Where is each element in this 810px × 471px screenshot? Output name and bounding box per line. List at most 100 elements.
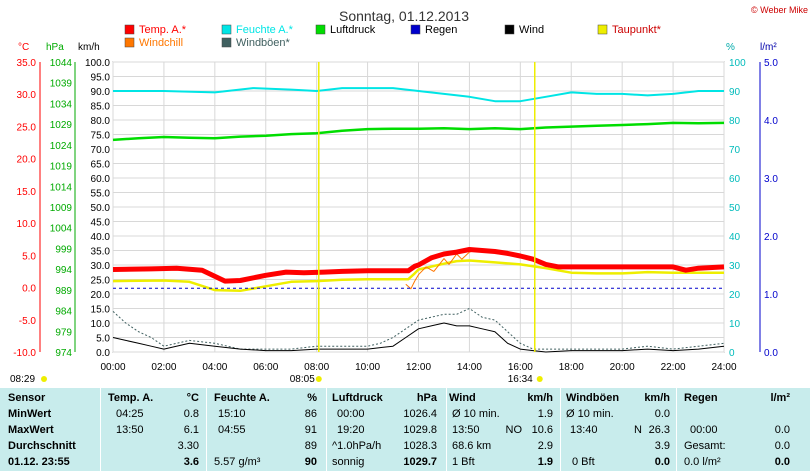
gusts-avg: 3.9 <box>654 440 670 452</box>
wind-tick-label: 70.0 <box>91 145 111 156</box>
axis-labels: °C hPa km/h % l/m² <box>18 42 777 53</box>
pressure-tick-label: 979 <box>55 327 72 338</box>
humidity-min-time: 15:10 <box>218 408 246 420</box>
left-sun-icon <box>41 376 47 382</box>
sunrise-time: 08:05 <box>290 374 315 385</box>
gusts-max-dir: N <box>634 424 642 436</box>
wind-beaufort: 1 Bft <box>452 456 475 468</box>
wind-avg-label: Ø 10 min. <box>452 408 500 420</box>
wind-max: 10.6 <box>531 424 553 436</box>
wind-tick-label: 100.0 <box>85 58 110 69</box>
x-tick-label: 08:00 <box>304 362 329 373</box>
wind-tick-label: 10.0 <box>91 319 111 330</box>
x-tick-label: 24:00 <box>711 362 736 373</box>
rain-tick-label: 5.0 <box>764 58 778 69</box>
rain-tick-label: 1.0 <box>764 290 778 301</box>
pressure-max-time: 19:20 <box>337 424 365 436</box>
wind-tick-label: 20.0 <box>91 290 111 301</box>
legend-swatch <box>410 24 421 35</box>
temp-tick-label: -10.0 <box>13 348 36 359</box>
legend-swatch <box>504 24 515 35</box>
temp-tick-label: 15.0 <box>17 187 37 198</box>
column-divider <box>560 388 561 471</box>
x-tick-label: 20:00 <box>610 362 635 373</box>
rain-total-label: Gesamt: <box>684 440 726 452</box>
rain-total: 0.0 <box>774 440 790 452</box>
sunrise-icon <box>315 376 322 382</box>
chart-title: Sonntag, 01.12.2013 <box>339 8 469 24</box>
humidity-absolute: 5.57 g/m³ <box>214 456 261 468</box>
legend-label: Regen <box>425 24 457 36</box>
wind-tick-label: 0.0 <box>96 348 110 359</box>
temp-max: 6.1 <box>183 424 199 436</box>
wind-tick-label: 15.0 <box>91 305 111 316</box>
current-datetime: 01.12. 23:55 <box>8 456 70 468</box>
temp-unit: °C <box>186 392 199 404</box>
pressure-tick-label: 984 <box>55 307 72 318</box>
wind-tick-label: 30.0 <box>91 261 111 272</box>
temp-min: 0.8 <box>183 408 199 420</box>
column-divider <box>206 388 207 471</box>
series-taupunkt <box>112 259 724 293</box>
humidity-tick-label: 90 <box>729 87 741 98</box>
pressure-avg: 1028.3 <box>403 440 437 452</box>
wind-max-time: 13:50 <box>452 424 480 436</box>
rain-axis-unit: l/m² <box>760 42 777 53</box>
legend-label: Feuchte A.* <box>236 24 294 36</box>
temp-avg: 3.30 <box>177 440 199 452</box>
humidity-tick-label: 0 <box>729 348 735 359</box>
column-divider <box>446 388 447 471</box>
pressure-tick-label: 974 <box>55 348 72 359</box>
wind-tick-label: 40.0 <box>91 232 111 243</box>
series-temp-a <box>112 247 725 284</box>
legend-swatch <box>315 24 326 35</box>
x-tick-label: 00:00 <box>100 362 125 373</box>
humidity-tick-label: 80 <box>729 116 741 127</box>
pressure-tick-label: 989 <box>55 286 72 297</box>
x-tick-label: 18:00 <box>559 362 584 373</box>
humidity-axis-unit: % <box>726 42 735 53</box>
wind-tick-label: 85.0 <box>91 102 111 113</box>
sunset-icon <box>536 376 543 382</box>
gusts-avg-label: Ø 10 min. <box>566 408 614 420</box>
gusts-max: 26.3 <box>648 424 670 436</box>
rain-tick-label: 3.0 <box>764 174 778 185</box>
gusts-max-time: 13:40 <box>570 424 598 436</box>
left-time: 08:29 <box>10 374 35 385</box>
column-divider <box>326 388 327 471</box>
pressure-tick-label: 1044 <box>50 58 73 69</box>
humidity-tick-label: 100 <box>729 58 746 69</box>
x-tick-label: 02:00 <box>151 362 176 373</box>
pressure-min: 1026.4 <box>403 408 437 420</box>
temp-now: 3.6 <box>183 456 199 468</box>
legend-swatch <box>221 37 232 48</box>
humidity-tick-label: 70 <box>729 145 741 156</box>
rain-last-hour: 0.0 l/m² <box>684 456 721 468</box>
temp-tick-label: 5.0 <box>22 251 36 262</box>
rain-unit: l/m² <box>770 392 790 404</box>
humidity-now: 90 <box>304 456 317 468</box>
legend-label: Luftdruck <box>330 24 376 36</box>
legend-label: Taupunkt* <box>612 24 662 36</box>
wind-tick-label: 80.0 <box>91 116 111 127</box>
gusts-header: Windböen <box>566 392 620 404</box>
grid <box>112 61 725 353</box>
wind-tick-label: 50.0 <box>91 203 111 214</box>
pressure-header: Luftdruck <box>332 392 383 404</box>
wind-tick-label: 35.0 <box>91 247 111 258</box>
humidity-max-time: 04:55 <box>218 424 246 436</box>
series-wind <box>112 322 725 353</box>
rain-now: 0.0 <box>774 456 790 468</box>
sun-markers: 08:05 16:34 08:29 <box>10 62 543 385</box>
pressure-tick-label: 1014 <box>50 182 73 193</box>
pressure-tick-label: 1034 <box>50 99 73 110</box>
pressure-tick-label: 994 <box>55 265 72 276</box>
x-tick-label: 10:00 <box>355 362 380 373</box>
wind-max-dir: NO <box>505 424 523 436</box>
humidity-tick-label: 20 <box>729 290 741 301</box>
wind-tick-label: 95.0 <box>91 73 111 84</box>
weather-forecast: sonnig <box>332 456 365 468</box>
sunset-time: 16:34 <box>508 374 533 385</box>
x-tick-label: 06:00 <box>253 362 278 373</box>
temp-tick-label: -5.0 <box>19 316 37 327</box>
